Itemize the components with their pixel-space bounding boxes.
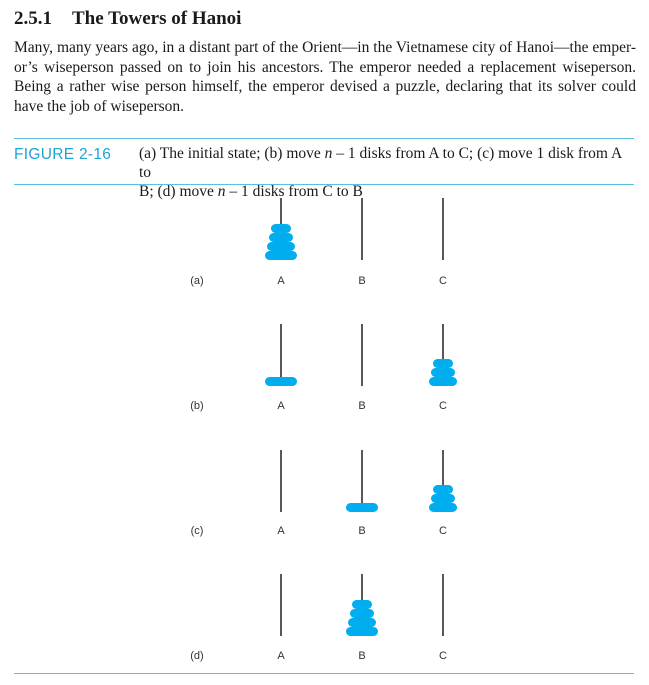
disk: [431, 494, 455, 503]
body-paragraph: Many, many years ago, in a distant part …: [14, 38, 636, 116]
peg-label: A: [277, 650, 285, 662]
disk: [269, 233, 293, 242]
hanoi-state: (d) A B C: [190, 574, 447, 662]
caption-variable: n: [324, 145, 333, 162]
peg-label: B: [358, 525, 365, 537]
paragraph-line: Many, many years ago, in a distant part …: [14, 39, 636, 56]
peg-label: B: [358, 650, 365, 662]
caption-text: – 1 disks from C to B: [225, 183, 363, 200]
caption-line-2: B; (d) move n – 1 disks from C to B: [139, 182, 635, 201]
peg-label: C: [439, 525, 447, 537]
state-label: (b): [190, 400, 203, 412]
disk: [348, 618, 376, 627]
section-title: The Towers of Hanoi: [72, 8, 242, 29]
caption-line-1: (a) The initial state; (b) move n – 1 di…: [139, 144, 635, 182]
peg-label: B: [358, 400, 365, 412]
hanoi-state: (c) A B C: [191, 450, 457, 537]
paragraph-line: a rather wise person himself, the empero…: [14, 78, 636, 115]
figure-bottom-rule: [14, 673, 634, 674]
peg-label: C: [439, 275, 447, 287]
caption-text: – 1 disks from A to C; (c) move 1 disk f…: [139, 145, 622, 181]
peg-label: A: [277, 275, 285, 287]
disk: [265, 251, 297, 260]
disk: [431, 368, 455, 377]
figure-label: FIGURE 2-16: [14, 146, 112, 163]
disk: [346, 627, 378, 636]
disk: [433, 485, 453, 494]
disk: [346, 503, 378, 512]
caption-text: (a) The initial state; (b) move: [139, 145, 325, 162]
disk: [433, 359, 453, 368]
disk: [350, 609, 374, 618]
state-label: (d): [190, 650, 203, 662]
caption-variable: n: [217, 183, 226, 200]
peg-label: C: [439, 400, 447, 412]
caption-text: B; (d) move: [139, 183, 218, 200]
disk: [352, 600, 372, 609]
figure-caption: (a) The initial state; (b) move n – 1 di…: [139, 144, 635, 201]
peg-label: A: [277, 525, 285, 537]
hanoi-state: (b) A B C: [190, 324, 457, 412]
hanoi-state: (a) A B C: [190, 198, 447, 287]
figure-header-rule: [14, 184, 634, 185]
paragraph-line: or’s wiseperson passed on to join his an…: [14, 58, 636, 96]
disk: [429, 377, 457, 386]
disk: [271, 224, 291, 233]
figure-top-rule: [14, 138, 634, 139]
peg-label: C: [439, 650, 447, 662]
peg-label: B: [358, 275, 365, 287]
disk: [265, 377, 297, 386]
disk: [267, 242, 295, 251]
paragraph-line: of wiseperson.: [93, 97, 185, 115]
section-number: 2.5.1: [14, 8, 52, 29]
state-label: (a): [190, 275, 203, 287]
peg-label: A: [277, 400, 285, 412]
section-heading: 2.5.1 The Towers of Hanoi: [14, 8, 241, 30]
state-label: (c): [191, 525, 204, 537]
disk: [429, 503, 457, 512]
